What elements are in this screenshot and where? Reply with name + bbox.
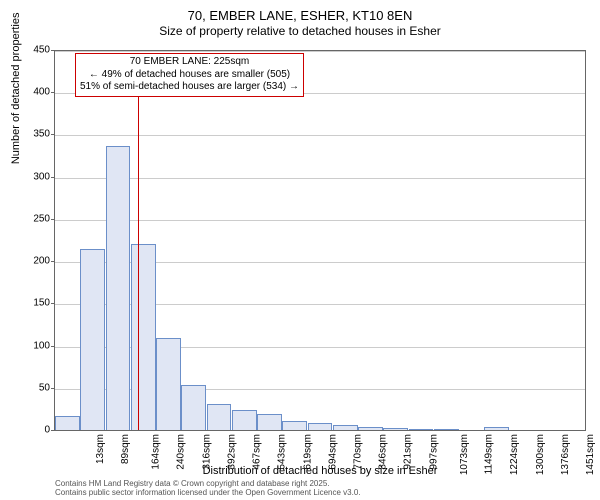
x-tick-label: 164sqm: [151, 434, 162, 470]
plot-area: [55, 50, 586, 431]
gridline: [55, 135, 585, 136]
y-tick-label: 0: [44, 425, 50, 436]
x-tick-label: 619sqm: [302, 434, 313, 470]
x-tick-label: 921sqm: [403, 434, 414, 470]
histogram-bar: [156, 338, 181, 431]
histogram-bar: [207, 404, 232, 431]
y-tick-mark: [51, 261, 55, 262]
y-tick-mark: [51, 388, 55, 389]
x-tick-label: 770sqm: [353, 434, 364, 470]
x-tick-label: 13sqm: [95, 434, 106, 464]
histogram-bar: [80, 249, 105, 431]
x-tick-label: 316sqm: [201, 434, 212, 470]
y-axis-label: Number of detached properties: [10, 13, 22, 165]
y-tick-mark: [51, 177, 55, 178]
annotation-line3: 51% of semi-detached houses are larger (…: [80, 81, 299, 94]
gridline: [55, 51, 585, 52]
histogram-bar: [106, 146, 131, 431]
y-tick-mark: [51, 134, 55, 135]
histogram-bar: [232, 410, 257, 431]
chart-title-main: 70, EMBER LANE, ESHER, KT10 8EN: [0, 8, 600, 23]
x-tick-label: 240sqm: [176, 434, 187, 470]
y-tick-label: 100: [33, 340, 50, 351]
y-tick-mark: [51, 303, 55, 304]
x-tick-label: 846sqm: [378, 434, 389, 470]
annotation-line1: 70 EMBER LANE: 225sqm: [80, 56, 299, 69]
gridline: [55, 220, 585, 221]
y-tick-mark: [51, 430, 55, 431]
histogram-bar: [55, 416, 80, 431]
x-tick-label: 1224sqm: [510, 434, 521, 475]
y-tick-label: 200: [33, 256, 50, 267]
credits-line1: Contains HM Land Registry data © Crown c…: [55, 479, 361, 488]
y-tick-label: 400: [33, 87, 50, 98]
y-tick-label: 150: [33, 298, 50, 309]
x-tick-label: 1451sqm: [585, 434, 596, 475]
x-tick-label: 1149sqm: [484, 434, 495, 474]
gridline: [55, 178, 585, 179]
chart-title-sub: Size of property relative to detached ho…: [0, 24, 600, 38]
histogram-bar: [257, 414, 282, 431]
y-tick-label: 450: [33, 45, 50, 56]
x-tick-label: 1073sqm: [459, 434, 470, 475]
x-tick-label: 1376sqm: [560, 434, 571, 475]
y-tick-label: 350: [33, 129, 50, 140]
x-tick-label: 997sqm: [428, 434, 439, 470]
x-tick-label: 543sqm: [277, 434, 288, 470]
x-axis: [55, 430, 585, 431]
y-tick-label: 300: [33, 171, 50, 182]
x-tick-label: 89sqm: [120, 434, 131, 464]
reference-marker: [138, 92, 139, 430]
histogram-bar: [181, 385, 206, 431]
annotation-box: 70 EMBER LANE: 225sqm ← 49% of detached …: [75, 53, 304, 97]
y-tick-label: 250: [33, 213, 50, 224]
credits: Contains HM Land Registry data © Crown c…: [55, 479, 361, 497]
x-tick-label: 467sqm: [252, 434, 263, 470]
y-tick-mark: [51, 50, 55, 51]
y-tick-mark: [51, 92, 55, 93]
x-tick-label: 1300sqm: [535, 434, 546, 475]
y-tick-mark: [51, 219, 55, 220]
x-axis-label: Distribution of detached houses by size …: [55, 465, 585, 477]
x-tick-label: 694sqm: [327, 434, 338, 470]
x-tick-label: 392sqm: [226, 434, 237, 470]
annotation-line2: ← 49% of detached houses are smaller (50…: [80, 69, 299, 82]
y-axis: [54, 50, 55, 430]
histogram-bar: [131, 244, 156, 431]
credits-line2: Contains public sector information licen…: [55, 488, 361, 497]
y-tick-label: 50: [39, 382, 50, 393]
y-tick-mark: [51, 346, 55, 347]
